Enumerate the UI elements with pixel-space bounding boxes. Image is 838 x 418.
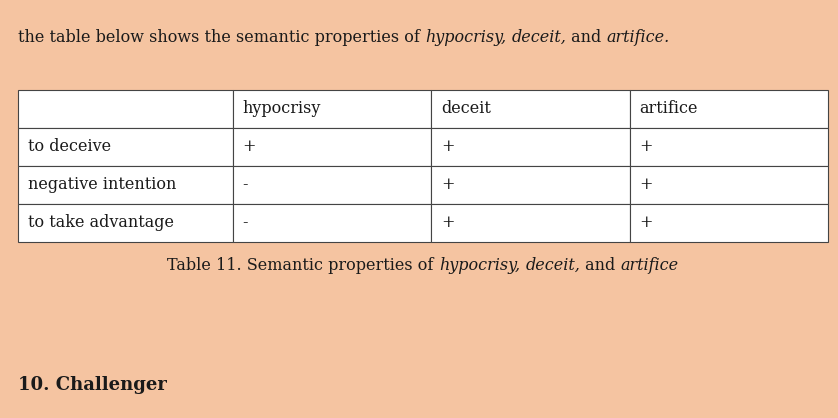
Text: the table below shows the semantic properties of: the table below shows the semantic prope…: [18, 29, 425, 46]
Bar: [18, 166, 233, 204]
Text: artifice: artifice: [620, 257, 679, 274]
Bar: [233, 204, 431, 242]
Text: artifice: artifice: [639, 100, 698, 117]
Text: hypocrisy: hypocrisy: [243, 100, 321, 117]
Bar: [233, 90, 431, 128]
Text: deceit: deceit: [441, 100, 491, 117]
Bar: [431, 90, 629, 128]
Bar: [233, 166, 431, 204]
Text: to take advantage: to take advantage: [28, 214, 174, 232]
Text: deceit,: deceit,: [511, 29, 566, 46]
Text: +: +: [639, 214, 653, 232]
Text: negative intention: negative intention: [28, 176, 176, 194]
Bar: [629, 166, 828, 204]
Text: -: -: [243, 214, 248, 232]
Bar: [18, 204, 233, 242]
Text: +: +: [441, 176, 454, 194]
Bar: [431, 128, 629, 166]
Text: and: and: [566, 29, 607, 46]
Text: +: +: [639, 176, 653, 194]
Text: +: +: [441, 214, 454, 232]
Text: -: -: [243, 176, 248, 194]
Text: to deceive: to deceive: [28, 138, 111, 155]
Text: Table 11. Semantic properties of: Table 11. Semantic properties of: [168, 257, 439, 274]
Bar: [18, 128, 233, 166]
Bar: [431, 204, 629, 242]
Text: +: +: [639, 138, 653, 155]
Bar: [629, 128, 828, 166]
Bar: [629, 90, 828, 128]
Text: hypocrisy,: hypocrisy,: [425, 29, 506, 46]
Bar: [18, 90, 233, 128]
Text: artifice.: artifice.: [607, 29, 670, 46]
Bar: [233, 128, 431, 166]
Text: and: and: [580, 257, 620, 274]
Bar: [431, 166, 629, 204]
Text: hypocrisy,: hypocrisy,: [439, 257, 520, 274]
Text: deceit,: deceit,: [525, 257, 580, 274]
Bar: [629, 204, 828, 242]
Text: +: +: [441, 138, 454, 155]
Text: +: +: [243, 138, 256, 155]
Text: 10. Challenger: 10. Challenger: [18, 376, 167, 394]
